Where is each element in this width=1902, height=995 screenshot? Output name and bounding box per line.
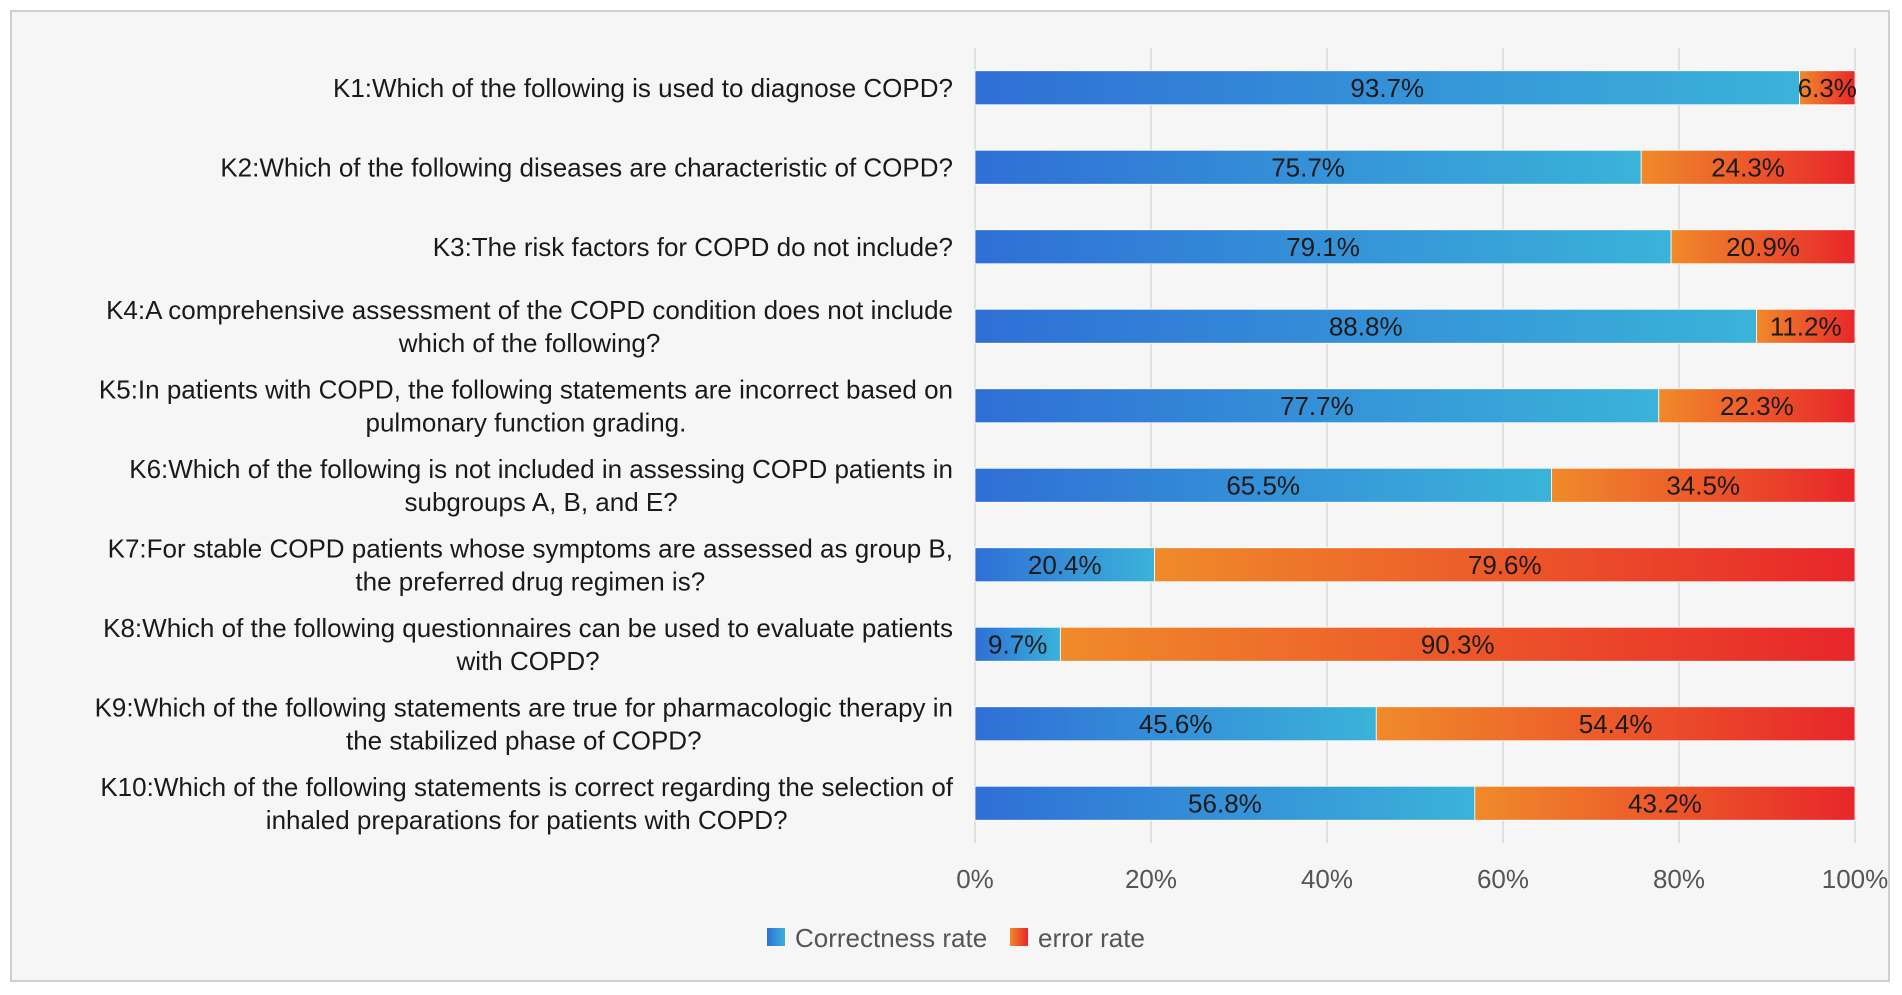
data-label-error: 90.3% — [1421, 629, 1495, 659]
x-tick-label: 60% — [1477, 864, 1529, 894]
data-label-error: 20.9% — [1726, 232, 1800, 262]
category-label: K10:Which of the following statements is… — [100, 772, 953, 835]
bar-correctness — [974, 388, 1660, 424]
data-label-error: 11.2% — [1770, 311, 1842, 341]
bar-error — [1059, 626, 1856, 662]
bars: 93.7% 6.3% 75.7% 24.3% 79.1% 20.9% 88.8% 11.2% 7… — [974, 70, 1857, 821]
data-label-error: 22.3% — [1720, 391, 1794, 421]
bar-correctness — [974, 467, 1552, 503]
legend-swatch-correctness — [767, 928, 785, 946]
data-label-error: 43.2% — [1628, 788, 1702, 818]
bar-error — [1640, 149, 1856, 185]
data-label-correctness: 9.7% — [988, 629, 1047, 659]
bar-error — [1799, 70, 1856, 106]
bar-error — [1658, 388, 1856, 424]
bar-correctness — [974, 706, 1377, 742]
data-label-error: 79.6% — [1468, 550, 1542, 580]
x-tick-label: 0% — [956, 864, 994, 894]
data-label-correctness: 65.5% — [1226, 470, 1300, 500]
legend-label-correctness: Correctness rate — [795, 923, 987, 953]
data-label-error: 54.4% — [1579, 709, 1653, 739]
x-tick-label: 20% — [1125, 864, 1177, 894]
category-label: K4:A comprehensive assessment of the COP… — [106, 295, 953, 358]
data-label-error: 34.5% — [1666, 470, 1740, 500]
legend-label-error: error rate — [1038, 923, 1145, 953]
data-label-correctness: 77.7% — [1280, 391, 1354, 421]
category-label: K1:Which of the following is used to dia… — [333, 73, 953, 103]
x-tick-label: 80% — [1653, 864, 1705, 894]
data-label-correctness: 93.7% — [1350, 73, 1424, 103]
x-tick-label: 100% — [1822, 864, 1889, 894]
category-label: K9:Which of the following statements are… — [95, 692, 953, 755]
data-label-correctness: 45.6% — [1139, 709, 1213, 739]
data-label-error: 6.3% — [1798, 73, 1857, 103]
category-label: K8:Which of the following questionnaires… — [103, 613, 953, 676]
data-label-correctness: 79.1% — [1286, 232, 1360, 262]
data-label-correctness: 20.4% — [1028, 550, 1102, 580]
category-label: K6:Which of the following is not include… — [129, 454, 953, 517]
data-label-correctness: 56.8% — [1188, 788, 1262, 818]
bar-correctness — [974, 308, 1757, 344]
bar-error — [1154, 547, 1856, 583]
data-label-error: 24.3% — [1711, 152, 1785, 182]
category-label: K5:In patients with COPD, the following … — [99, 374, 953, 437]
bar-correctness — [974, 229, 1672, 265]
bar-error — [1756, 308, 1856, 344]
data-label-correctness: 75.7% — [1271, 152, 1345, 182]
category-label: K3:The risk factors for COPD do not incl… — [433, 232, 953, 262]
bar-error — [1670, 229, 1856, 265]
bar-error — [1551, 467, 1856, 503]
x-tick-label: 40% — [1301, 864, 1353, 894]
data-label-correctness: 88.8% — [1329, 311, 1403, 341]
bar-correctness — [974, 547, 1155, 583]
category-labels: K1:Which of the following is used to dia… — [95, 73, 954, 835]
x-axis-ticks: 0% 20% 40% 60% 80% 100% — [956, 864, 1888, 894]
bar-correctness — [974, 149, 1642, 185]
legend: Correctness rate error rate — [767, 923, 1145, 953]
category-label: K7:For stable COPD patients whose sympto… — [108, 533, 953, 596]
legend-swatch-error — [1010, 928, 1028, 946]
bar-error — [1474, 785, 1856, 821]
category-label: K2:Which of the following diseases are c… — [220, 152, 953, 182]
bar-error — [1375, 706, 1856, 742]
